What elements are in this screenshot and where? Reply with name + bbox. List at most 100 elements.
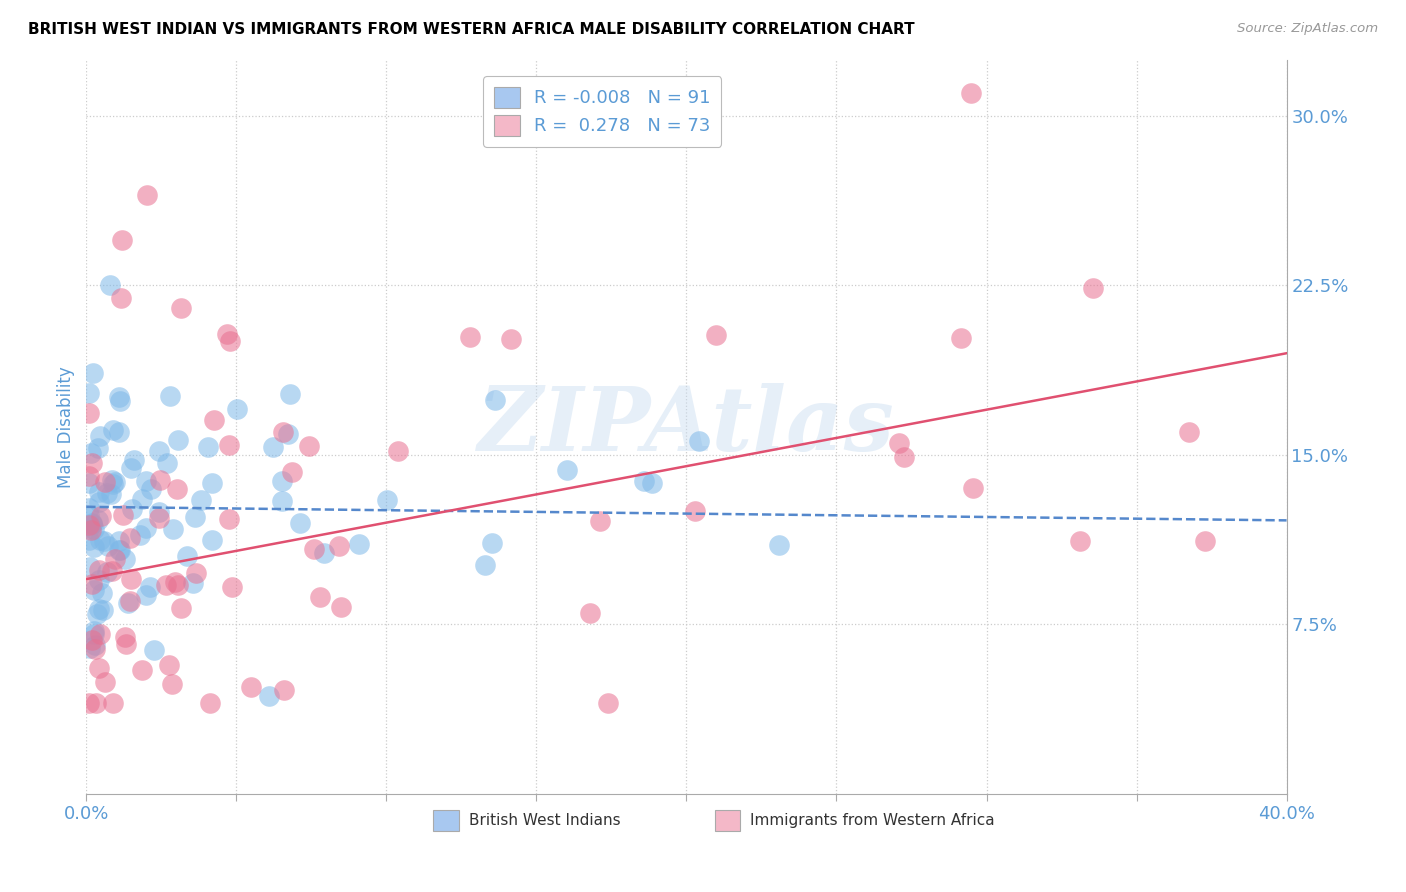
Point <box>110 393 132 408</box>
Point <box>950 331 973 345</box>
Point <box>288 516 311 530</box>
Point <box>481 536 503 550</box>
Point <box>166 482 188 496</box>
Point <box>79 475 101 490</box>
Point <box>155 578 177 592</box>
Point <box>84 696 107 710</box>
Text: ZIPAtlas: ZIPAtlas <box>478 384 894 470</box>
Point <box>89 627 111 641</box>
Point <box>201 533 224 548</box>
Point <box>135 521 157 535</box>
Point <box>960 87 983 101</box>
Point <box>100 487 122 501</box>
Point <box>387 443 409 458</box>
Point <box>89 563 111 577</box>
Point <box>108 425 131 440</box>
Point <box>377 492 399 507</box>
Point <box>589 514 612 528</box>
Text: Immigrants from Western Africa: Immigrants from Western Africa <box>749 813 994 828</box>
Point <box>688 434 710 448</box>
Point <box>120 572 142 586</box>
Point <box>89 533 111 548</box>
Point <box>82 516 104 531</box>
Point <box>89 573 111 587</box>
Point <box>170 600 193 615</box>
Point <box>87 495 110 509</box>
Point <box>226 401 249 416</box>
Point <box>79 533 101 548</box>
Point <box>159 389 181 403</box>
Point <box>239 681 262 695</box>
Point <box>114 631 136 645</box>
Point <box>80 633 103 648</box>
Point <box>79 500 101 515</box>
Point <box>1069 533 1091 548</box>
Point <box>80 576 103 591</box>
Text: British West Indians: British West Indians <box>468 813 620 828</box>
Point <box>79 521 101 535</box>
Point <box>83 541 105 555</box>
Y-axis label: Male Disability: Male Disability <box>58 366 75 488</box>
Point <box>555 463 578 477</box>
Point <box>280 386 302 401</box>
Point <box>142 643 165 657</box>
Point <box>302 542 325 557</box>
Point <box>110 291 132 305</box>
Point <box>148 511 170 525</box>
Point <box>101 424 124 438</box>
Point <box>129 527 152 541</box>
Point <box>460 330 482 344</box>
Point <box>633 474 655 488</box>
Point <box>148 505 170 519</box>
Point <box>117 596 139 610</box>
Point <box>165 574 187 589</box>
Point <box>167 433 190 447</box>
Point <box>201 476 224 491</box>
Point <box>271 474 294 488</box>
Point <box>97 539 120 553</box>
Point <box>89 660 111 674</box>
Point <box>176 549 198 563</box>
Point <box>114 552 136 566</box>
Point <box>198 696 221 710</box>
Point <box>221 580 243 594</box>
Point <box>79 406 101 420</box>
Point <box>91 603 114 617</box>
Point <box>101 473 124 487</box>
Point <box>704 328 727 343</box>
Point <box>98 278 121 293</box>
Point <box>183 576 205 591</box>
Point <box>640 476 662 491</box>
Point <box>80 516 103 530</box>
Point <box>1177 425 1199 439</box>
Point <box>101 565 124 579</box>
Point <box>501 332 523 346</box>
Point <box>312 546 335 560</box>
Point <box>121 502 143 516</box>
Point <box>962 481 984 495</box>
Point <box>160 677 183 691</box>
Point <box>308 590 330 604</box>
Point <box>96 485 118 500</box>
Point <box>79 696 101 710</box>
Point <box>347 537 370 551</box>
Point <box>120 460 142 475</box>
Point <box>1081 281 1104 295</box>
Point <box>484 392 506 407</box>
Point <box>1194 534 1216 549</box>
Point <box>183 509 205 524</box>
Point <box>79 469 101 483</box>
Point <box>79 523 101 537</box>
Point <box>139 580 162 594</box>
Point <box>218 511 240 525</box>
Point <box>86 607 108 621</box>
Point <box>87 441 110 455</box>
Point <box>328 539 350 553</box>
Point <box>768 538 790 552</box>
Point <box>83 627 105 641</box>
Point <box>103 696 125 710</box>
Point <box>219 334 242 348</box>
Point <box>579 606 602 620</box>
Point <box>122 453 145 467</box>
Point <box>135 188 157 202</box>
